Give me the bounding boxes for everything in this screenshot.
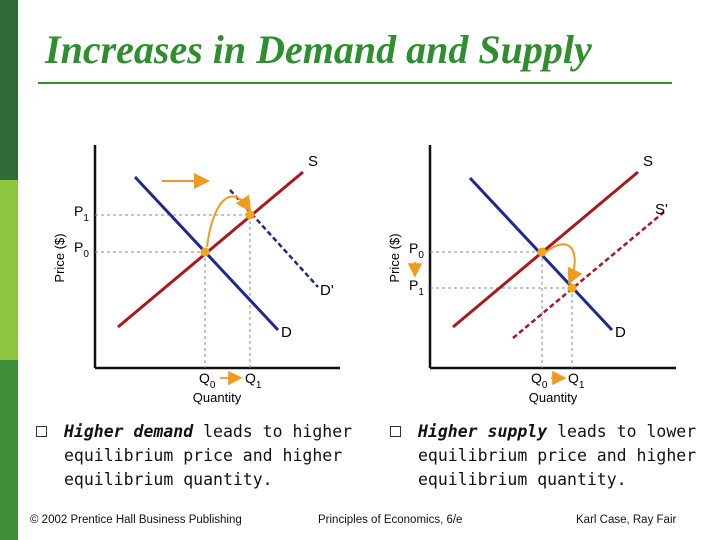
bullet-box-icon — [390, 426, 401, 437]
side-bar-middle — [0, 180, 18, 360]
right-new-supply-curve — [512, 211, 665, 339]
left-supply-curve — [117, 170, 304, 329]
left-bullet-text: leads to higher equilibrium price and hi… — [64, 422, 353, 489]
right-diagram: S S' D P0 P1 Q0 Q1 Quantity Price ($) — [387, 145, 676, 405]
left-new-demand-curve — [229, 189, 319, 288]
left-bullet-emphasis: Higher demand — [64, 422, 194, 441]
left-equilibrium-arrow — [206, 194, 252, 248]
left-demand-label: D — [281, 324, 292, 341]
right-equilibrium-initial — [537, 247, 547, 257]
right-p0-label: P0 — [409, 240, 424, 261]
left-new-demand-label: D' — [320, 282, 334, 299]
slide-title: Increases in Demand and Supply — [45, 27, 592, 72]
side-bar-bottom — [0, 360, 18, 540]
right-bullet: Higher supply leads to lower equilibrium… — [390, 420, 718, 492]
left-q0-label: Q0 — [199, 370, 216, 391]
right-p1-label: P1 — [409, 277, 424, 298]
left-y-axis-label: Price ($) — [52, 233, 67, 282]
right-bullet-emphasis: Higher supply — [418, 422, 548, 441]
footer-authors: Karl Case, Ray Fair — [576, 514, 677, 526]
left-diagram: S D D' P1 P0 Q0 Q1 Quantity Price ($) — [52, 145, 340, 405]
right-bullet-text: leads to lower equilibrium price and hig… — [418, 422, 697, 489]
side-bar-top — [0, 0, 18, 180]
left-q1-label: Q1 — [245, 370, 262, 391]
right-demand-label: D — [615, 324, 626, 341]
left-supply-label: S — [308, 153, 318, 170]
right-equilibrium-new — [567, 283, 577, 293]
left-equilibrium-initial — [200, 247, 210, 257]
left-p1-label: P1 — [74, 203, 89, 224]
left-bullet: Higher demand leads to higher equilibriu… — [36, 420, 364, 492]
bullet-box-icon — [36, 426, 47, 437]
right-new-supply-label: S' — [655, 201, 668, 218]
footer-book: Principles of Economics, 6/e — [318, 514, 463, 526]
title-rule — [38, 82, 672, 84]
right-q0-label: Q0 — [531, 370, 548, 391]
footer-copyright: © 2002 Prentice Hall Business Publishing — [30, 514, 242, 526]
right-x-axis-label: Quantity — [529, 390, 578, 405]
right-y-axis-label: Price ($) — [387, 233, 402, 282]
right-equilibrium-arrow — [545, 243, 583, 285]
left-equilibrium-new — [245, 210, 255, 220]
right-supply-label: S — [643, 153, 653, 170]
left-p0-label: P0 — [74, 239, 89, 260]
right-q1-label: Q1 — [568, 370, 585, 391]
left-x-axis-label: Quantity — [193, 390, 242, 405]
